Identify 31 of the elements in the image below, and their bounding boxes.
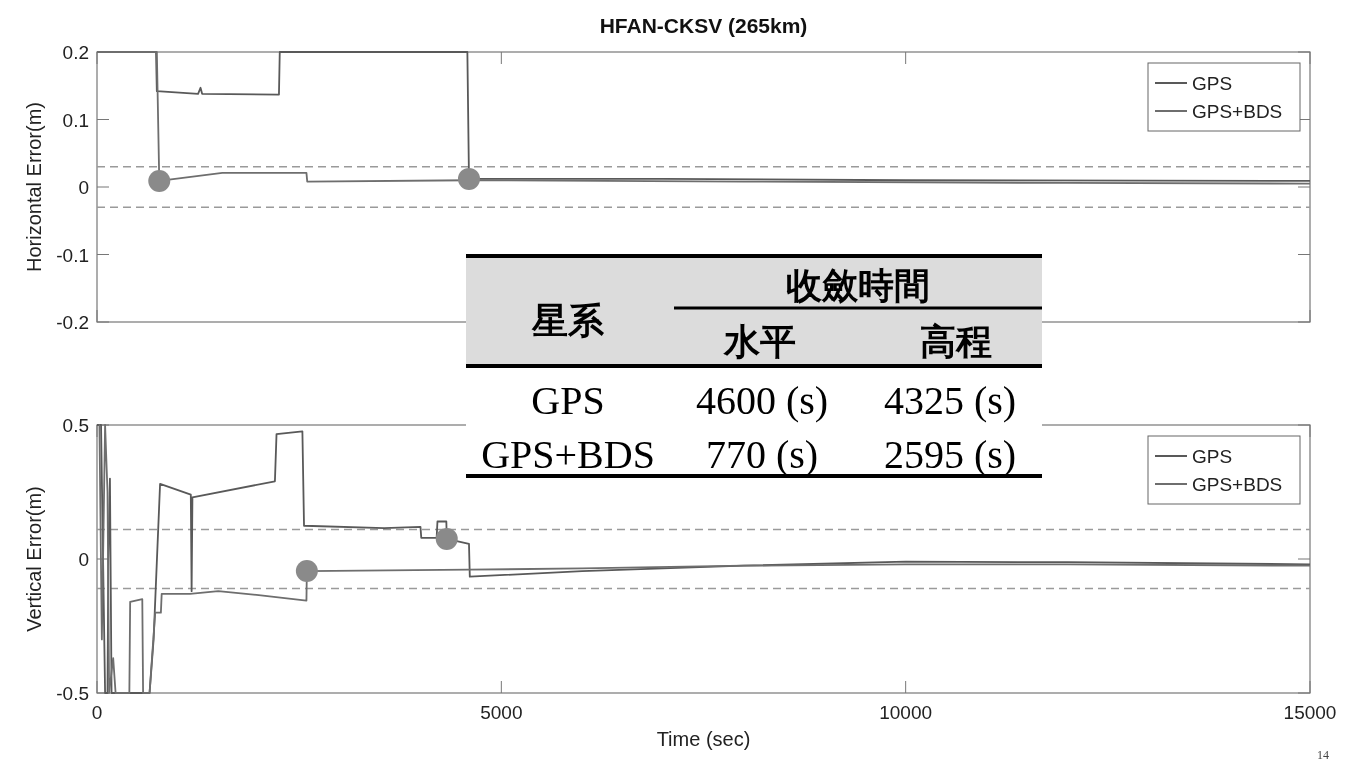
x-tick-label: 5000 [480, 702, 523, 723]
annotation: GPS+BDS [481, 432, 655, 477]
legend-label: GPS [1192, 446, 1233, 467]
x-tick-label: 0 [91, 702, 103, 723]
y-axis-title: Vertical Error(m) [23, 486, 45, 632]
legend-label: GPS+BDS [1192, 474, 1283, 495]
text: 4325 (s) [883, 378, 1017, 423]
annotation: 2595 (s) [883, 432, 1017, 477]
y-tick-label: -0.5 [56, 683, 89, 704]
text: 14 [1317, 748, 1329, 762]
text: 4600 (s) [695, 378, 829, 423]
x-tick-label: 10000 [879, 702, 933, 723]
legend-label: GPS+BDS [1192, 101, 1283, 122]
legend-label: GPS [1192, 73, 1233, 94]
text: GPS [531, 378, 605, 423]
annotation: 770 (s) [705, 432, 819, 477]
y-tick-label: -0.1 [56, 244, 89, 266]
annotation: 收斂時間 [786, 266, 930, 306]
y-tick-label: 0.1 [62, 109, 89, 131]
chart-title: HFAN-CKSV (265km) [599, 14, 808, 37]
y-tick-label: -0.2 [56, 312, 89, 333]
y-tick-label: 0 [78, 177, 89, 198]
x-axis-title: Time (sec) [656, 728, 751, 750]
annotation: 水平 [723, 322, 796, 362]
annotation: 高程 [920, 322, 992, 362]
y-axis-title: Horizontal Error(m) [23, 101, 45, 273]
y-tick-label: 0.2 [62, 42, 89, 63]
x-tick-label: 15000 [1283, 702, 1337, 723]
y-tick-label: 0 [78, 549, 89, 570]
y-tick-label: 0.5 [62, 415, 89, 436]
annotation: 星系 [531, 301, 605, 341]
